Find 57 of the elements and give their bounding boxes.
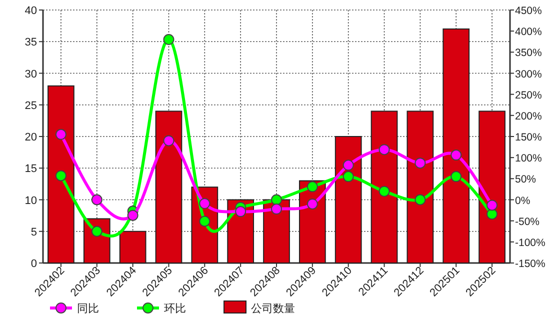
point [342, 160, 354, 171]
point [91, 226, 102, 237]
y-tick-label: 0 [30, 258, 37, 270]
point [163, 135, 174, 146]
y-tick-label: 20 [24, 132, 37, 144]
bar [442, 28, 470, 264]
bar [334, 136, 362, 264]
y-tick-label: 5 [30, 226, 37, 238]
legend-label: 环比 [164, 302, 186, 315]
y2-tick-label: 50% [515, 174, 536, 186]
y-tick-label: 25 [24, 100, 37, 112]
y2-tick-label: 450% [515, 5, 542, 17]
point [91, 194, 102, 206]
point [486, 208, 498, 220]
y-tick-label: 15 [24, 163, 37, 176]
y2-tick-label: -50% [515, 216, 540, 228]
bar [155, 110, 182, 264]
point [450, 150, 462, 161]
point [235, 206, 246, 218]
y2-tick-label: 250% [515, 89, 542, 102]
point [55, 170, 66, 182]
y2-tick-label: -150% [515, 258, 546, 270]
bar [370, 110, 398, 264]
y-tick-label: 35 [24, 36, 37, 49]
point [486, 200, 498, 211]
y2-tick-label: 0% [515, 194, 530, 207]
point [306, 181, 318, 192]
y-tick-label: 30 [24, 68, 37, 80]
point [199, 198, 210, 210]
y2-tick-label: -100% [515, 236, 546, 249]
point [55, 128, 66, 140]
y2-tick-label: 400% [515, 26, 542, 38]
y2-tick-label: 200% [515, 110, 542, 122]
y-tick-label: 10 [24, 194, 37, 207]
bar [119, 230, 146, 264]
bar [406, 110, 434, 264]
y2-tick-label: 350% [515, 47, 542, 60]
y2-tick-label: 150% [515, 132, 542, 144]
point [199, 216, 210, 227]
bar [48, 85, 74, 264]
y-tick-label: 40 [24, 5, 37, 17]
legend-label: 公司数量 [251, 303, 295, 315]
point [414, 158, 426, 169]
point [378, 144, 390, 156]
point [163, 34, 174, 46]
point [378, 186, 390, 197]
point [271, 194, 282, 206]
point [450, 171, 462, 182]
y2-tick-label: 300% [515, 68, 542, 80]
y2-tick-label: 100% [515, 152, 542, 165]
point [127, 210, 138, 221]
point [306, 198, 318, 210]
point [414, 194, 426, 206]
point [271, 204, 282, 215]
bar [478, 110, 506, 264]
point [342, 171, 354, 182]
legend-label: 同比 [77, 302, 99, 315]
